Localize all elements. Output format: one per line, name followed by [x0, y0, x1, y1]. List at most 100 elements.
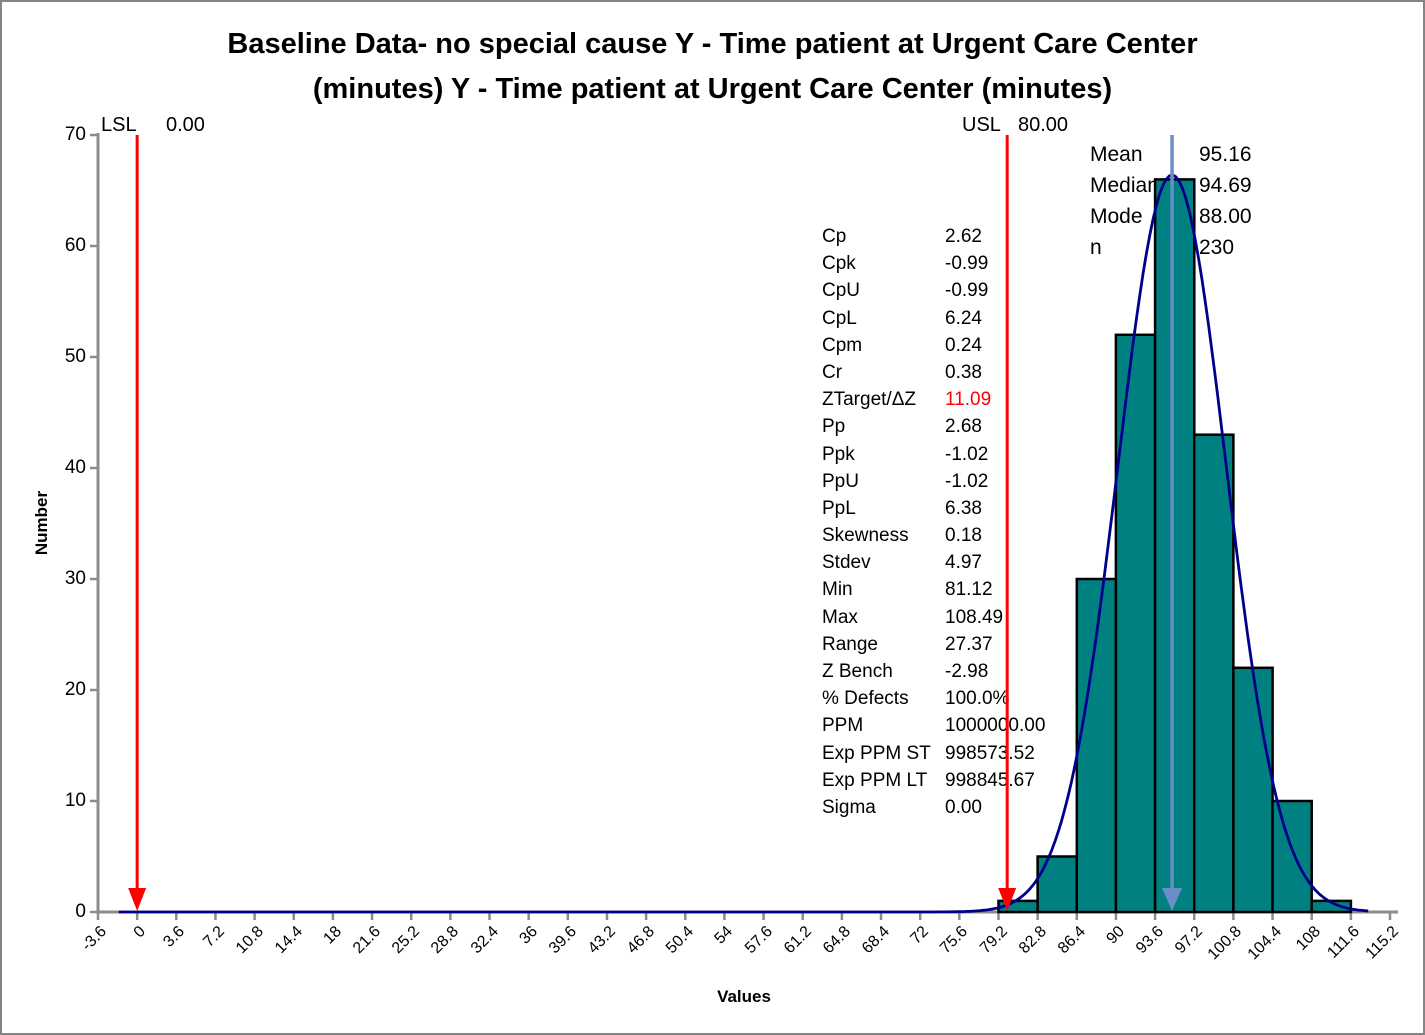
stat-label: Cpm: [822, 334, 863, 356]
histogram-bar: [1271, 799, 1313, 914]
stat-value: 11.09: [945, 389, 992, 411]
x-tick-label: 18: [320, 923, 345, 948]
x-tick-label: 72: [907, 923, 933, 948]
stat-value: 108.49: [945, 606, 1004, 628]
stat-value: 81.12: [945, 579, 993, 601]
x-tick-label: 61.2: [780, 923, 815, 958]
stat-value: 2.62: [945, 226, 982, 247]
stat-value: 4.97: [945, 552, 982, 574]
y-tick-label: 50: [64, 346, 86, 367]
stat-label: ZTarget/ΔZ: [822, 389, 916, 411]
y-tick-label: 10: [64, 790, 86, 811]
usl-label: USL: [962, 114, 1001, 136]
y-tick-label: 20: [64, 679, 86, 700]
x-tick-label: 93.6: [1133, 923, 1168, 958]
x-tick-label: 14.4: [271, 923, 306, 958]
chart-title: Baseline Data- no special cause Y - Time…: [2, 22, 1423, 112]
histogram-bar: [1036, 855, 1079, 914]
x-tick-label: 68.4: [858, 923, 894, 958]
lsl-line-arrow: [128, 888, 147, 911]
stat-value: 6.24: [945, 307, 982, 329]
histogram-bar: [1114, 333, 1157, 914]
stat-value: -1.02: [945, 443, 989, 465]
stat-label: Exp PPM ST: [822, 742, 931, 764]
chart-title-line-2: (minutes) Y - Time patient at Urgent Car…: [312, 73, 1113, 105]
x-tick-label: 115.2: [1362, 923, 1403, 963]
summary-label: n: [1090, 236, 1102, 259]
usl-value: 80.00: [1018, 114, 1069, 136]
x-axis-title: Values: [717, 987, 771, 1006]
summary-value: 88.00: [1199, 205, 1252, 228]
normal-curve: [118, 173, 1369, 914]
stat-value: 998845.67: [945, 769, 1035, 791]
stat-value: -0.99: [945, 253, 989, 275]
histogram-bar: [1075, 577, 1118, 914]
stat-value: 0.38: [945, 361, 982, 383]
stat-label: Skewness: [822, 525, 909, 547]
x-tick-label: 54: [711, 923, 737, 948]
x-tick-label: 97.2: [1172, 923, 1207, 958]
stat-value: -1.02: [945, 470, 989, 492]
usl-line-arrow: [998, 888, 1017, 911]
stat-value: 998573.52: [945, 742, 1035, 764]
y-tick-label: 60: [64, 235, 86, 256]
x-tick-label: 108: [1292, 923, 1324, 954]
stat-label: CpL: [822, 307, 857, 329]
x-tick-label: 86.4: [1054, 923, 1089, 958]
stat-value: 6.38: [945, 497, 982, 519]
stat-value: -2.98: [945, 661, 989, 682]
mean-marker-line-arrow: [1162, 888, 1183, 911]
x-tick-label: 100.8: [1205, 923, 1246, 964]
histogram-bar: [997, 899, 1039, 914]
lsl-label: LSL: [101, 114, 137, 136]
stat-label: Range: [822, 633, 878, 655]
histogram-bar: [1153, 178, 1196, 914]
x-tick-label: 104.4: [1244, 923, 1285, 964]
stat-label: Z Bench: [822, 661, 893, 682]
x-tick-label: 64.8: [819, 923, 854, 958]
stat-label: % Defects: [822, 688, 909, 710]
x-tick-label: 79.2: [976, 923, 1011, 958]
y-tick-label: 30: [64, 568, 86, 589]
x-tick-label: 21.6: [350, 923, 385, 958]
x-tick-label: 32.4: [467, 923, 502, 958]
histogram-bar: [1232, 666, 1274, 914]
x-tick-label: 111.6: [1324, 923, 1363, 962]
stat-label: Cpk: [822, 253, 856, 275]
stat-label: Min: [822, 579, 853, 601]
summary-label: Mode: [1090, 205, 1143, 228]
x-tick-label: 90: [1103, 923, 1128, 948]
stat-value: 27.37: [945, 633, 993, 655]
x-tick-label: 50.4: [663, 923, 698, 958]
summary-value: 95.16: [1199, 143, 1252, 166]
x-tick-label: 36: [516, 923, 541, 948]
x-tick-label: 75.6: [937, 923, 972, 958]
histogram-bar: [1192, 433, 1235, 914]
stat-value: -0.99: [945, 280, 989, 302]
stat-value: 0.24: [945, 334, 982, 356]
x-tick-label: 57.6: [741, 923, 776, 958]
stat-label: Max: [822, 606, 858, 628]
x-tick-label: -3.6: [78, 923, 111, 955]
histogram-bar: [1310, 899, 1353, 914]
stat-label: PpU: [822, 470, 859, 492]
stat-label: CpU: [822, 280, 861, 302]
summary-label: Mean: [1090, 143, 1143, 166]
y-axis-tick-labels: 0 10 20 30 40 50 60 70: [42, 2, 86, 1033]
x-tick-label: 0: [130, 923, 150, 942]
chart-title-line-1: Baseline Data- no special cause Y - Time…: [227, 28, 1198, 60]
stat-value: 0.00: [945, 796, 982, 818]
y-tick-label: 40: [64, 457, 86, 478]
stat-label: Cp: [822, 226, 847, 247]
summary-value: 94.69: [1199, 174, 1252, 197]
summary-label: Median: [1090, 174, 1159, 197]
x-tick-label: 10.8: [232, 923, 267, 958]
y-tick-label: 0: [75, 901, 86, 922]
stat-label: PPM: [822, 715, 864, 737]
x-tick-label: 3.6: [160, 923, 189, 951]
x-tick-label: 82.8: [1015, 923, 1050, 958]
stat-label: Stdev: [822, 552, 871, 574]
x-tick-label: 39.6: [545, 923, 580, 958]
x-tick-label: 25.2: [389, 923, 424, 958]
stat-label: Pp: [822, 416, 846, 438]
